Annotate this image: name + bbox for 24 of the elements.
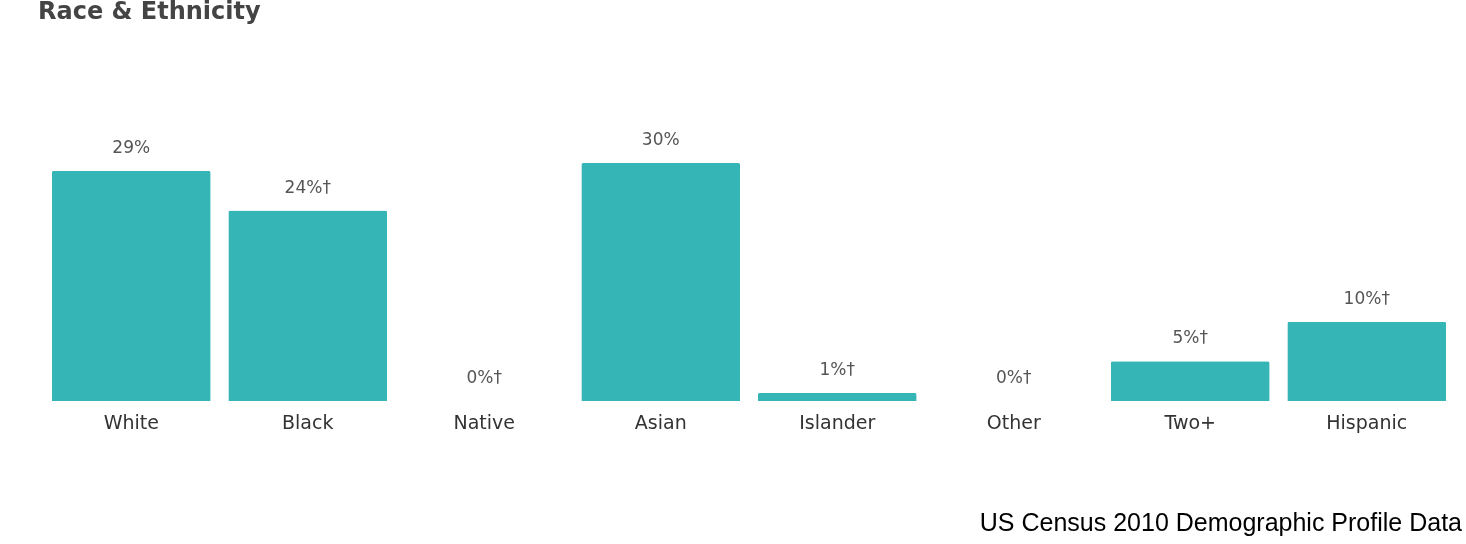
data-label: 5%† bbox=[1172, 327, 1209, 348]
x-tick-label: Other bbox=[986, 410, 1041, 433]
bar bbox=[228, 210, 388, 401]
x-tick-label: Native bbox=[453, 410, 516, 433]
x-tick-label: Black bbox=[282, 410, 334, 433]
bar bbox=[581, 163, 741, 401]
bar bbox=[1287, 321, 1447, 401]
data-label: 0%† bbox=[996, 367, 1032, 387]
x-tick-label: Hispanic bbox=[1326, 410, 1408, 433]
x-tick-label: Two+ bbox=[1163, 410, 1217, 433]
x-tick-label: Asian bbox=[634, 410, 687, 433]
data-label: 30% bbox=[641, 129, 680, 149]
data-label: 24%† bbox=[284, 176, 332, 197]
bar bbox=[757, 393, 917, 401]
text: US Census 2010 Demographic Profile Data bbox=[979, 508, 1463, 536]
data-label: 0%† bbox=[466, 367, 503, 387]
data-label: 1%† bbox=[819, 359, 856, 380]
chart-title: Race & Ethnicity bbox=[38, 0, 262, 25]
data-label: 10%† bbox=[1343, 287, 1391, 308]
bar bbox=[1110, 361, 1270, 401]
data-label: 29% bbox=[112, 136, 151, 157]
bar bbox=[51, 170, 211, 401]
x-tick-label: Islander bbox=[799, 410, 876, 433]
x-tick-label: White bbox=[103, 410, 159, 433]
